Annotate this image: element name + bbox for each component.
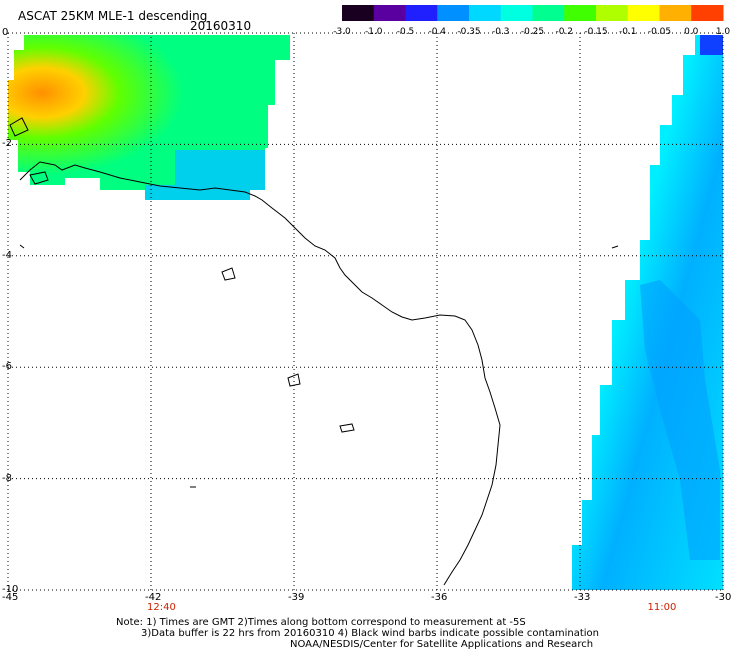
colorbar-label: 0.0	[684, 27, 699, 37]
map-title: ASCAT 25KM MLE-1 descending	[18, 9, 208, 23]
colorbar-label: -0.1	[618, 27, 637, 37]
colorbar-swatch	[342, 5, 375, 21]
lon-tick-label: -42	[145, 592, 162, 603]
colorbar-label: -0.5	[396, 27, 415, 37]
colorbar-swatch	[691, 5, 724, 21]
colorbar-label: -0.3	[491, 27, 510, 37]
colorbar-label: -0.35	[457, 27, 481, 37]
time-label: 11:00	[647, 602, 677, 613]
lat-tick-label: -10	[2, 584, 19, 595]
colorbar-swatch	[373, 5, 406, 21]
colorbar-label: -3.0	[333, 27, 351, 37]
map-date: 20160310	[190, 19, 252, 33]
colorbar-swatch	[659, 5, 692, 21]
colorbar-label: -0.05	[647, 27, 672, 37]
time-label: 12:40	[147, 602, 176, 613]
footer-note-1: Note: 1) Times are GMT 2)Times along bot…	[116, 617, 526, 628]
colorbar-swatch	[564, 5, 597, 21]
footer-note-2: 3)Data buffer is 22 hrs from 20160310 4)…	[141, 628, 599, 639]
colorbar-label: -0.15	[584, 27, 608, 37]
lon-tick-label: -36	[431, 592, 448, 603]
lat-tick-label: -4	[2, 249, 12, 261]
east-swath	[572, 35, 723, 590]
footer-note-3: NOAA/NESDIS/Center for Satellite Applica…	[290, 639, 594, 650]
east-swath-blue-band	[640, 280, 720, 560]
colorbar-label: 1.0	[715, 27, 731, 37]
east-swath-corner	[700, 35, 723, 55]
colorbar-swatch	[627, 5, 660, 21]
colorbar-swatch	[500, 5, 533, 21]
colorbar-label: -0.25	[520, 27, 545, 37]
lon-tick-label: -45	[2, 592, 19, 603]
lat-tick-label: -2	[2, 138, 12, 150]
west-swath	[8, 35, 290, 200]
lon-tick-label: -30	[715, 592, 732, 603]
colorbar-swatch	[405, 5, 438, 21]
lat-tick-label: 0	[2, 27, 9, 38]
lat-tick-label: -8	[2, 472, 12, 484]
colorbar-label: -0.2	[555, 27, 574, 37]
colorbar-label: -1.0	[364, 27, 383, 37]
graticule	[7, 32, 724, 591]
colorbar-swatch	[437, 5, 470, 21]
lon-tick-label: -39	[288, 592, 305, 603]
colorbar	[342, 5, 724, 21]
colorbar-swatch	[596, 5, 629, 21]
lat-tick-label: -6	[2, 361, 12, 373]
colorbar-label: -0.4	[428, 27, 447, 37]
lon-tick-label: -33	[574, 592, 591, 603]
coastline	[9, 117, 619, 586]
colorbar-swatch	[532, 5, 565, 21]
colorbar-swatch	[469, 5, 502, 21]
